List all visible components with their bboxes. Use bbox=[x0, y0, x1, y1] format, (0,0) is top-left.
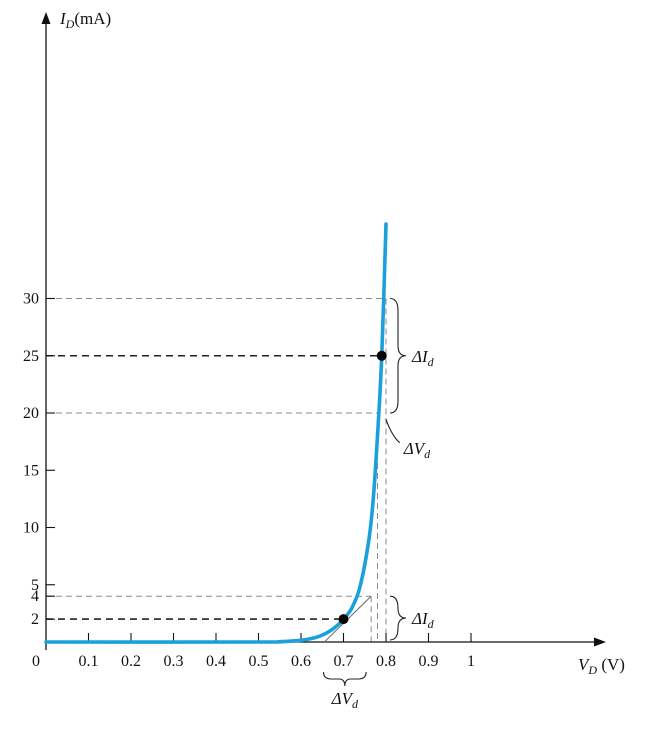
x-tick-label-2: 0.3 bbox=[164, 653, 184, 670]
y-axis-arrow bbox=[41, 12, 51, 24]
dashed-guide-lines bbox=[46, 298, 387, 642]
upper-delta-vd-label: ΔVd bbox=[403, 439, 431, 461]
y-tick-label-4: 15 bbox=[23, 462, 39, 479]
y-tick-label-0: 2 bbox=[31, 611, 39, 628]
y-tick-label-3: 10 bbox=[23, 520, 39, 537]
y-tick-label-5: 20 bbox=[23, 405, 39, 422]
x-tick-label-9: 1 bbox=[467, 653, 475, 670]
x-tick-label-0: 0.1 bbox=[79, 653, 99, 670]
diode-curve-series-0 bbox=[44, 222, 388, 644]
lower-y-brace bbox=[389, 595, 407, 641]
x-tick-label-3: 0.4 bbox=[206, 653, 226, 670]
axes bbox=[41, 12, 606, 650]
tick-labels: 0.1 0.2 0.3 0.4 0.5 0.6 0.7 0.8 0.9 1024510152025… bbox=[23, 291, 475, 671]
delta-braces: ΔId ΔVd ΔId ΔVd bbox=[322, 297, 435, 711]
diode-curve bbox=[44, 222, 388, 644]
operating-point-1 bbox=[376, 350, 387, 361]
lower-delta-vd-label: ΔVd bbox=[331, 689, 359, 711]
x-tick-label-5: 0.6 bbox=[291, 653, 311, 670]
x-axis-arrow bbox=[594, 637, 606, 647]
y-tick-label-7: 30 bbox=[23, 291, 39, 308]
y-axis-title: ID(mA) bbox=[59, 9, 111, 31]
x-tick-label-6: 0.7 bbox=[334, 653, 354, 670]
y-tick-label-1: 4 bbox=[31, 588, 39, 605]
x-tick-label-8: 0.9 bbox=[419, 653, 439, 670]
upper-x-leader bbox=[385, 418, 401, 444]
y-tick-label-2: 5 bbox=[31, 577, 39, 594]
x-axis-title: VD (V) bbox=[578, 655, 625, 677]
tick-marks bbox=[46, 297, 472, 642]
operating-points bbox=[338, 350, 387, 625]
upper-delta-id-label: ΔId bbox=[411, 347, 435, 369]
origin-label: 0 bbox=[32, 653, 40, 670]
operating-point-0 bbox=[338, 614, 349, 625]
y-tick-label-6: 25 bbox=[23, 348, 39, 365]
x-tick-label-7: 0.8 bbox=[376, 653, 396, 670]
lower-x-brace bbox=[322, 671, 367, 687]
x-tick-label-4: 0.5 bbox=[249, 653, 269, 670]
lower-delta-id-label: ΔId bbox=[411, 609, 435, 631]
x-tick-label-1: 0.2 bbox=[121, 653, 141, 670]
upper-y-brace bbox=[389, 297, 407, 414]
axis-titles: ID(mA) VD (V) bbox=[59, 9, 625, 677]
